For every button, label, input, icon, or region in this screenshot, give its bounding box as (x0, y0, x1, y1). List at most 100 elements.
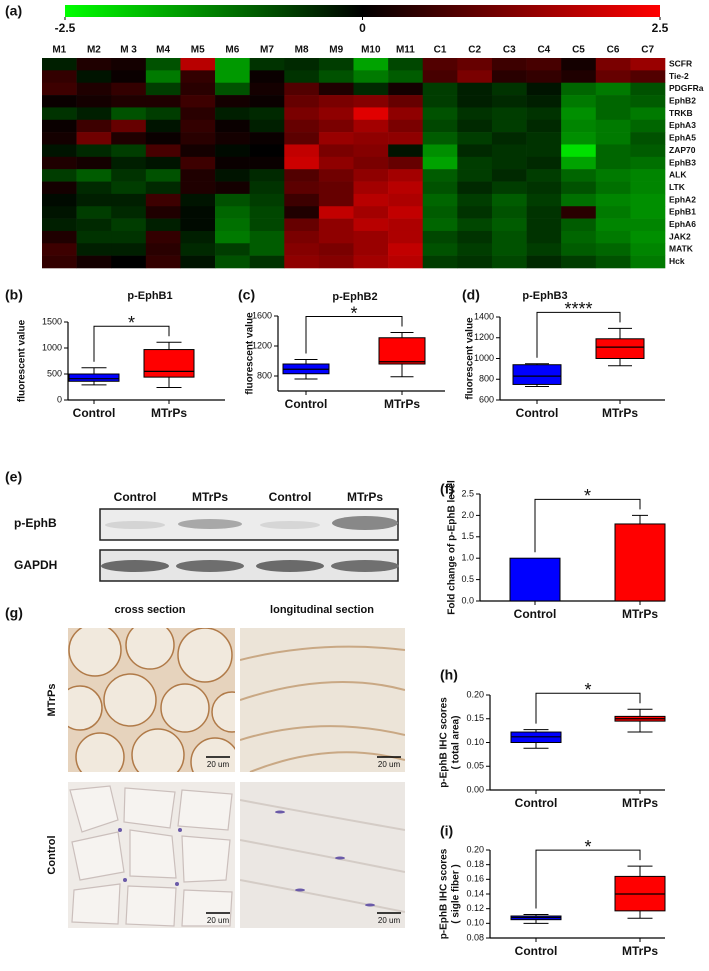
heatmap-cell (353, 107, 389, 121)
heatmap-cell (249, 95, 285, 108)
significance-bracket (535, 692, 641, 724)
heatmap-cell (180, 255, 216, 269)
heatmap-cell (284, 218, 320, 232)
heatmap-cell (457, 206, 493, 219)
heatmap-cell (284, 58, 320, 71)
x-tick-label: MTrPs (622, 796, 658, 810)
heatmap-cell (215, 169, 250, 182)
column-label: M2 (87, 45, 101, 56)
heatmap-cell (42, 107, 77, 121)
heatmap-cell (76, 95, 112, 108)
heatmap-cell (42, 95, 77, 108)
heatmap-cell (76, 119, 112, 133)
heatmap-cell (561, 169, 597, 182)
lane-label: MTrPs (192, 490, 228, 504)
row-label: Control (46, 835, 58, 874)
panel-label: (a) (5, 3, 22, 19)
chart-title: p-EphB1 (127, 290, 172, 302)
significance-bracket (535, 849, 641, 909)
heatmap-cell (145, 206, 181, 219)
column-label: cross section (115, 604, 186, 616)
column-label: M8 (295, 45, 309, 56)
heatmap-cell (42, 181, 77, 195)
heatmap-cell (249, 230, 285, 244)
heatmap-cell (318, 132, 354, 145)
heatmap-cell (284, 255, 320, 269)
heatmap-cell (145, 181, 181, 195)
heatmap-cell (318, 107, 354, 121)
heatmap-cell (111, 119, 147, 133)
y-tick-label: 1200 (252, 340, 272, 350)
lane-label: Control (114, 490, 157, 504)
heatmap-cell (491, 169, 527, 182)
heatmap-cell (249, 169, 285, 182)
x-tick-label: Control (285, 397, 328, 411)
heatmap-cell (180, 169, 216, 182)
heatmap-cell (284, 156, 320, 170)
heatmap-cell (388, 255, 424, 269)
heatmap-cell (561, 107, 597, 121)
heatmap-cell (42, 218, 77, 232)
heatmap-cell (422, 193, 458, 207)
heatmap-cell (595, 206, 631, 219)
heatmap-cell (526, 169, 562, 182)
heatmap-cell (249, 132, 285, 145)
x-tick-label: Control (515, 796, 558, 810)
heatmap-cell (526, 206, 562, 219)
heatmap-cell (42, 206, 77, 219)
heatmap-cell (215, 58, 250, 71)
row-label: Hck (669, 256, 685, 266)
heatmap-cell (422, 218, 458, 232)
heatmap-cell (422, 144, 458, 158)
heatmap-cell (180, 82, 216, 96)
y-tick-label: 2.5 (461, 488, 474, 498)
y-axis-label: fluorescent value (17, 319, 28, 402)
heatmap-cell (422, 181, 458, 195)
heatmap-cell (215, 193, 250, 207)
heatmap-cell (526, 70, 562, 84)
heatmap-cell (145, 82, 181, 96)
heatmap-cell (145, 156, 181, 170)
heatmap-cell (491, 82, 527, 96)
heatmap-cell (249, 218, 285, 232)
heatmap-cell (145, 107, 181, 121)
heatmap-cell (388, 58, 424, 71)
heatmap-cell (491, 70, 527, 84)
heatmap-cell (630, 156, 666, 170)
significance-label: * (350, 303, 357, 323)
heatmap-cell (249, 181, 285, 195)
heatmap-cell (145, 144, 181, 158)
heatmap-cell (526, 119, 562, 133)
row-label: EphB2 (669, 95, 696, 105)
heatmap-cell (388, 193, 424, 207)
heatmap-cell (457, 107, 493, 121)
y-tick-label: 600 (479, 394, 494, 404)
scale-label: 20 um (378, 760, 401, 769)
heatmap-cell (457, 243, 493, 256)
heatmap-cell (318, 206, 354, 219)
heatmap-cell (595, 156, 631, 170)
heatmap-cell (42, 193, 77, 207)
heatmap-cell (215, 70, 250, 84)
row-label: EphA6 (669, 219, 696, 229)
y-tick-label: 800 (257, 370, 272, 380)
panel-label: (e) (5, 469, 22, 485)
heatmap-cell (145, 70, 181, 84)
chart-title: p-EphB2 (332, 291, 377, 303)
heatmap-cell (180, 132, 216, 145)
scale-label: 20 um (207, 760, 230, 769)
row-label: ZAP70 (669, 145, 696, 155)
heatmap-cell (630, 218, 666, 232)
heatmap-cell (145, 132, 181, 145)
heatmap-cell (422, 95, 458, 108)
x-tick-label: MTrPs (622, 607, 658, 621)
heatmap-cell (561, 58, 597, 71)
heatmap-cell (249, 119, 285, 133)
heatmap-cell (491, 156, 527, 170)
heatmap-cell (76, 181, 112, 195)
heatmap-cell (353, 156, 389, 170)
heatmap-cell (318, 218, 354, 232)
heatmap-cell (630, 181, 666, 195)
heatmap-cell (630, 206, 666, 219)
heatmap-cell (180, 58, 216, 71)
